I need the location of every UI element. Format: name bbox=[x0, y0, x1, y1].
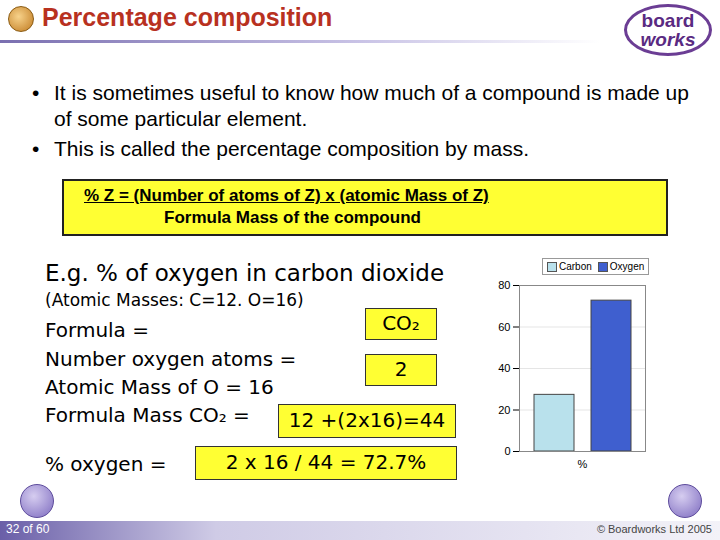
svg-text:0: 0 bbox=[504, 445, 510, 457]
html-text:Percentage composition: Percentage composition bbox=[42, 3, 333, 31]
html-text:E.g. % of oxygen in carbon dio: E.g. % of oxygen in carbon dioxide bbox=[45, 260, 445, 286]
html-text:% Z = (Number of atoms of Z) x: % Z = (Number of atoms of Z) x (atomic M… bbox=[84, 186, 489, 205]
html-text:2: 2 bbox=[394, 357, 408, 381]
html-text:(Atomic Masses: C=12. O=16): (Atomic Masses: C=12. O=16) bbox=[45, 290, 304, 310]
svg-text:40: 40 bbox=[498, 362, 510, 374]
html-text:CO₂: CO₂ bbox=[382, 311, 420, 335]
html-text:Formula Mass CO₂ =: Formula Mass CO₂ = bbox=[45, 403, 250, 427]
html-text:Formula Mass of the compound: Formula Mass of the compound bbox=[164, 208, 421, 227]
html-text:Carbon: Carbon bbox=[559, 261, 592, 272]
html-text:© Boardworks Ltd 2005: © Boardworks Ltd 2005 bbox=[596, 523, 712, 535]
html-text:Oxygen: Oxygen bbox=[609, 261, 645, 272]
svg-text:20: 20 bbox=[498, 404, 510, 416]
html-text:board: board bbox=[641, 10, 695, 31]
svg-text:60: 60 bbox=[498, 321, 510, 333]
html-text:Formula =: Formula = bbox=[45, 318, 149, 342]
html-text:Number oxygen atoms =: Number oxygen atoms = bbox=[45, 347, 297, 371]
html-text:works: works bbox=[640, 29, 696, 50]
html-text:Atomic Mass of O = 16: Atomic Mass of O = 16 bbox=[45, 375, 274, 399]
svg-text:%: % bbox=[578, 459, 588, 471]
svg-text:80: 80 bbox=[498, 279, 510, 291]
html-text:This is called the percentage: This is called the percentage compositio… bbox=[54, 137, 530, 160]
html-text:% oxygen =: % oxygen = bbox=[45, 452, 167, 476]
html-text:32 of 60: 32 of 60 bbox=[6, 522, 50, 536]
html-text:2 x 16 / 44 = 72.7%: 2 x 16 / 44 = 72.7% bbox=[225, 450, 427, 474]
html-text:12 +(2x16)=44: 12 +(2x16)=44 bbox=[288, 408, 446, 432]
html-text:It is sometimes useful to know: It is sometimes useful to know how much … bbox=[54, 81, 689, 130]
